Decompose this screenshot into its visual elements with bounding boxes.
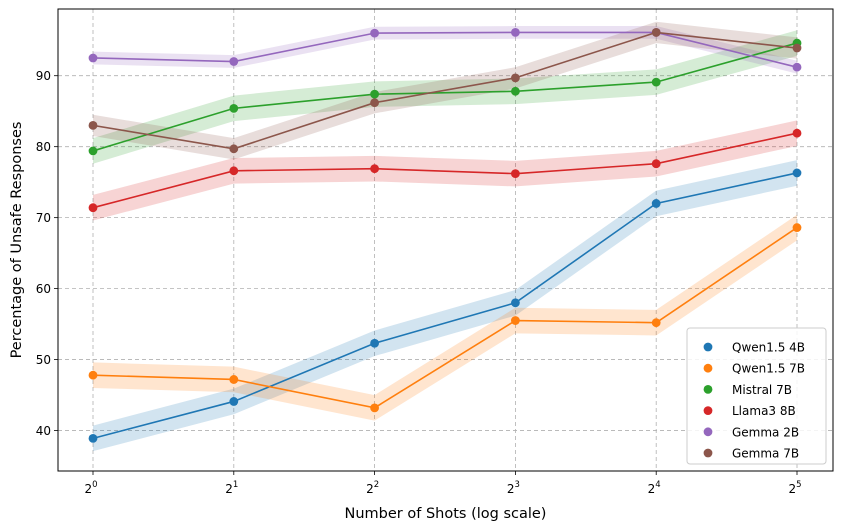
data-point bbox=[229, 166, 239, 176]
data-point bbox=[792, 223, 802, 232]
data-point bbox=[511, 298, 520, 308]
data-point bbox=[370, 89, 379, 99]
series-line bbox=[92, 132, 798, 209]
data-point bbox=[229, 375, 239, 384]
legend-frame bbox=[686, 327, 827, 465]
data-point bbox=[792, 128, 802, 138]
data-point bbox=[370, 28, 379, 38]
series-markers bbox=[88, 28, 802, 443]
legend-label: Qwen1.5 7B bbox=[732, 362, 805, 376]
series-line bbox=[92, 226, 798, 409]
data-point bbox=[511, 86, 520, 96]
data-point bbox=[370, 98, 379, 108]
plot-frame bbox=[57, 8, 834, 472]
data-point bbox=[88, 53, 98, 63]
data-point bbox=[229, 103, 239, 113]
legend-label: Gemma 2B bbox=[732, 425, 799, 439]
y-axis-label: Percentage of Unsafe Responses bbox=[9, 122, 25, 359]
data-point bbox=[651, 199, 661, 208]
x-tick-label: 21 bbox=[225, 480, 238, 496]
legend-marker bbox=[703, 342, 713, 352]
data-point bbox=[88, 433, 98, 443]
data-point bbox=[511, 28, 520, 37]
series-line bbox=[92, 42, 798, 152]
data-point bbox=[88, 120, 98, 130]
x-tick-exponent: 4 bbox=[655, 480, 660, 490]
confidence-band bbox=[93, 160, 797, 452]
legend-label: Gemma 7B bbox=[732, 447, 799, 461]
y-tick-label: 80 bbox=[36, 140, 51, 154]
data-point bbox=[792, 43, 802, 53]
x-tick-label: 24 bbox=[648, 480, 661, 496]
legend-marker bbox=[703, 406, 713, 415]
data-point bbox=[651, 28, 661, 37]
series-line bbox=[92, 172, 798, 440]
y-tick-label: 50 bbox=[36, 353, 51, 367]
data-point bbox=[370, 338, 379, 348]
x-tick-label: 25 bbox=[788, 480, 801, 496]
data-point bbox=[792, 62, 802, 72]
x-tick-exponent: 0 bbox=[92, 480, 97, 490]
data-point bbox=[229, 57, 239, 66]
x-axis-ticks: 20 21 22 23 24 25 bbox=[84, 471, 802, 496]
data-point bbox=[370, 403, 379, 413]
data-point bbox=[229, 144, 239, 154]
data-point bbox=[792, 168, 802, 178]
legend-label: Llama3 8B bbox=[732, 404, 796, 418]
data-point bbox=[229, 397, 239, 406]
series-line bbox=[92, 31, 798, 68]
x-tick-exponent: 5 bbox=[796, 480, 801, 490]
confidence-band bbox=[93, 30, 797, 164]
y-axis-ticks: 40 50 60 70 80 90 bbox=[36, 69, 58, 438]
x-tick-label: 23 bbox=[507, 480, 520, 496]
data-point bbox=[511, 316, 520, 325]
y-tick-label: 60 bbox=[36, 282, 51, 296]
x-tick-exponent: 2 bbox=[374, 480, 379, 490]
data-point bbox=[88, 203, 98, 213]
x-axis-label: Number of Shots (log scale) bbox=[345, 506, 547, 522]
x-tick-exponent: 3 bbox=[515, 480, 520, 490]
data-point bbox=[88, 146, 98, 156]
y-tick-label: 90 bbox=[36, 69, 51, 83]
legend-marker bbox=[703, 363, 713, 373]
legend: Qwen1.5 4B Qwen1.5 7B Mistral 7B Llama3 8B G… bbox=[686, 327, 827, 465]
x-tick-label: 22 bbox=[366, 480, 379, 496]
x-tick-exponent: 1 bbox=[233, 480, 238, 490]
data-point bbox=[651, 77, 661, 87]
legend-label: Qwen1.5 4B bbox=[732, 341, 805, 355]
legend-marker bbox=[703, 448, 713, 458]
data-point bbox=[511, 73, 520, 83]
data-point bbox=[651, 318, 661, 328]
confidence-band bbox=[93, 26, 797, 74]
confidence-band bbox=[93, 214, 797, 421]
x-tick-label: 20 bbox=[84, 480, 97, 496]
data-point bbox=[88, 370, 98, 380]
series-line bbox=[92, 31, 798, 150]
y-tick-label: 70 bbox=[36, 211, 51, 225]
y-tick-label: 40 bbox=[36, 424, 51, 438]
data-point bbox=[511, 169, 520, 179]
data-point bbox=[651, 159, 661, 169]
legend-marker bbox=[703, 385, 713, 394]
data-point bbox=[370, 164, 379, 174]
legend-label: Mistral 7B bbox=[732, 383, 792, 397]
series-lines bbox=[92, 31, 798, 440]
legend-marker bbox=[703, 427, 713, 437]
